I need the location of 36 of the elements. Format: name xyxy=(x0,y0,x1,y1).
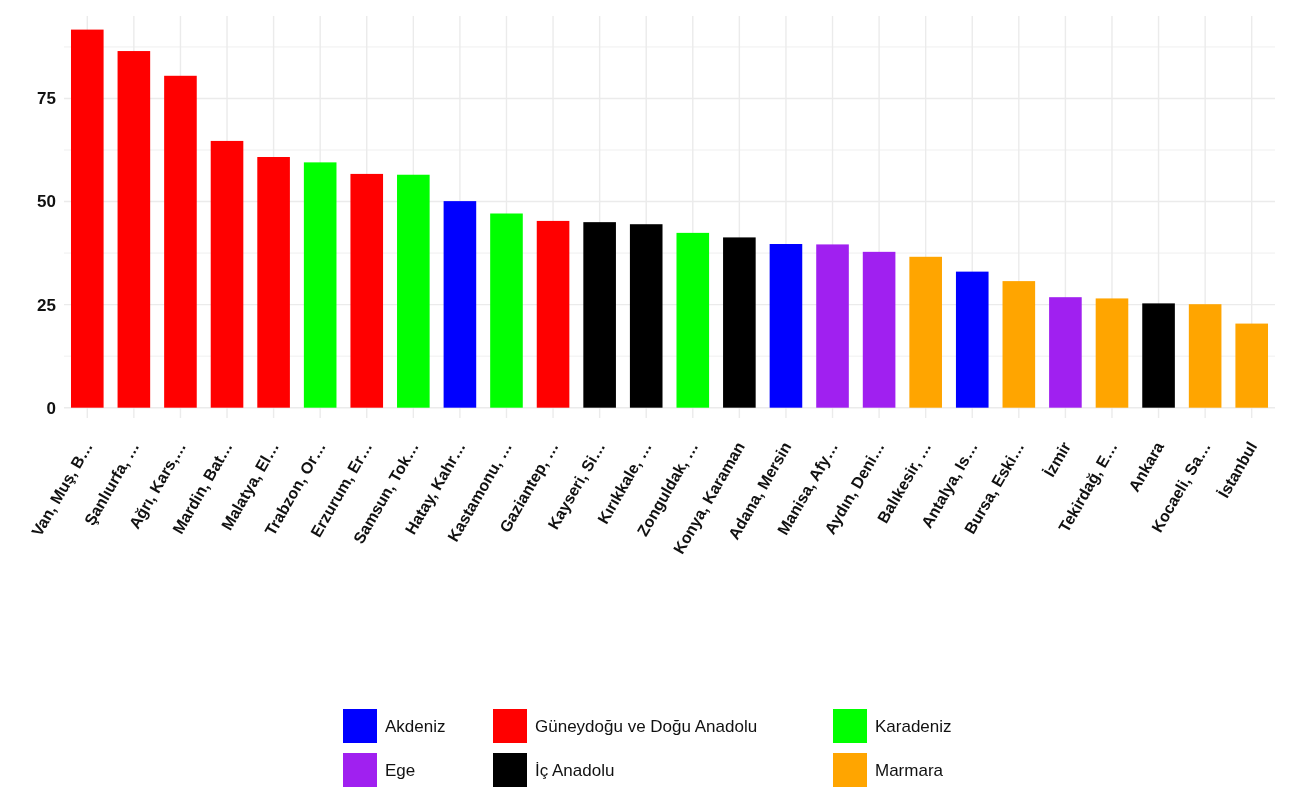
bar xyxy=(955,271,989,408)
bar xyxy=(676,232,710,408)
bar xyxy=(1002,281,1036,408)
y-tick-label: 25 xyxy=(37,295,56,315)
bar xyxy=(629,224,663,408)
bar xyxy=(536,220,570,408)
bar xyxy=(350,173,384,408)
bar xyxy=(117,51,151,408)
bar xyxy=(210,140,244,408)
legend-label: Ege xyxy=(385,760,416,780)
y-tick-label: 0 xyxy=(46,398,56,418)
bar xyxy=(909,256,942,408)
bar xyxy=(490,213,523,408)
legend-label: Güneydoğu ve Doğu Anadolu xyxy=(535,716,758,736)
bar xyxy=(723,237,756,408)
bar xyxy=(1142,303,1175,408)
bar xyxy=(303,162,337,408)
legend-label: Marmara xyxy=(875,760,944,780)
legend-label: Akdeniz xyxy=(385,716,446,736)
bar xyxy=(583,222,616,408)
bar xyxy=(70,29,104,408)
bar xyxy=(1049,297,1082,408)
legend-label: Karadeniz xyxy=(875,716,952,736)
bar xyxy=(1235,323,1269,408)
bar xyxy=(862,251,896,408)
bar xyxy=(257,157,290,408)
bar xyxy=(816,244,849,408)
bar xyxy=(1095,298,1129,408)
legend-label: İç Anadolu xyxy=(535,760,615,780)
bar xyxy=(443,201,477,408)
bar xyxy=(769,244,803,408)
bar xyxy=(164,75,197,408)
bar xyxy=(1188,304,1222,408)
y-tick-label: 50 xyxy=(37,192,56,212)
y-tick-label: 75 xyxy=(37,89,56,109)
bar xyxy=(397,174,430,408)
